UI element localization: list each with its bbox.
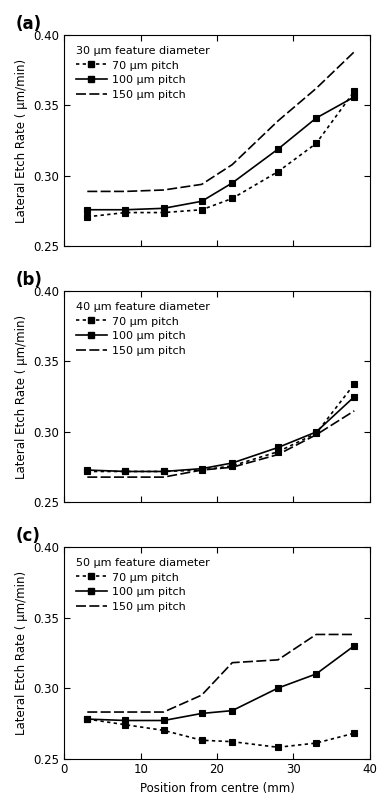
Text: (b): (b)	[16, 271, 42, 289]
Legend: 70 μm pitch, 100 μm pitch, 150 μm pitch: 70 μm pitch, 100 μm pitch, 150 μm pitch	[71, 41, 214, 104]
Text: (c): (c)	[16, 526, 40, 545]
Y-axis label: Lateral Etch Rate ( μm/min): Lateral Etch Rate ( μm/min)	[15, 571, 28, 735]
Y-axis label: Lateral Etch Rate ( μm/min): Lateral Etch Rate ( μm/min)	[15, 314, 28, 479]
X-axis label: Position from centre (mm): Position from centre (mm)	[140, 782, 294, 795]
Text: (a): (a)	[16, 15, 42, 32]
Legend: 70 μm pitch, 100 μm pitch, 150 μm pitch: 70 μm pitch, 100 μm pitch, 150 μm pitch	[71, 297, 214, 360]
Y-axis label: Lateral Etch Rate ( μm/min): Lateral Etch Rate ( μm/min)	[15, 58, 28, 223]
Legend: 70 μm pitch, 100 μm pitch, 150 μm pitch: 70 μm pitch, 100 μm pitch, 150 μm pitch	[71, 554, 214, 616]
